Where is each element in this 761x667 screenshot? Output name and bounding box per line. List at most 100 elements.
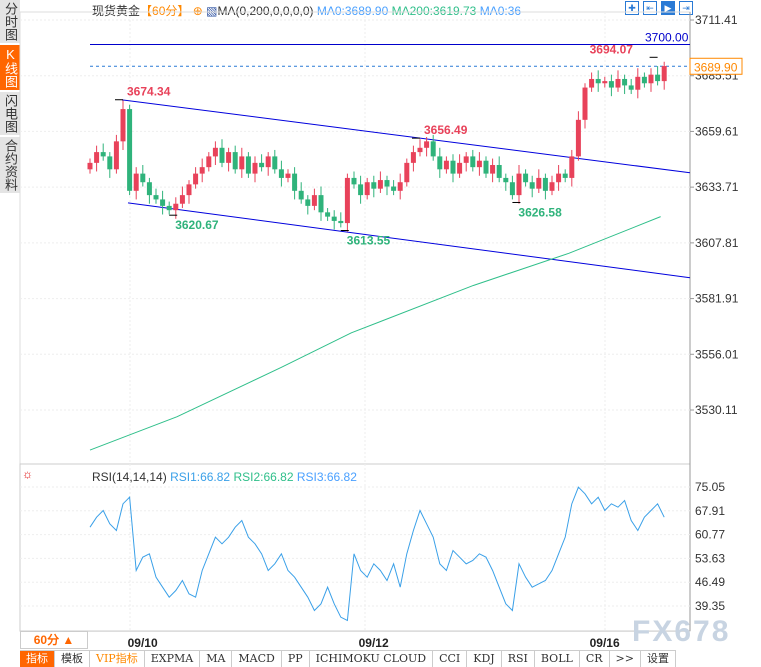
candle-body <box>404 162 410 183</box>
price-annotation: 3656.49 <box>424 123 468 137</box>
toolbar-item[interactable]: CCI <box>433 651 468 667</box>
candle-body <box>470 156 476 168</box>
toolbar-item[interactable]: RSI <box>501 651 535 667</box>
rsi-tick-label: 75.05 <box>695 480 725 494</box>
candle-body <box>384 180 390 187</box>
date-axis <box>20 631 690 649</box>
side-tabs: 分时图 K线图 闪电图 合约资料 <box>0 0 20 195</box>
candle-body <box>107 156 113 170</box>
ma0-value: MA0:3689.90 <box>316 4 389 18</box>
candle-body <box>87 162 93 170</box>
scroll-end-icon[interactable]: ⇥ <box>679 1 693 15</box>
rsi-tick-label: 60.77 <box>695 528 725 542</box>
watermark-logo: FX678 <box>632 615 731 648</box>
candle-body <box>219 147 225 163</box>
toolbar-item[interactable]: >> <box>609 651 641 667</box>
candle-body <box>278 169 284 178</box>
candle-body <box>292 173 298 191</box>
candle-body <box>305 199 311 206</box>
rsi-label: RSI(14,14,14) <box>92 470 167 484</box>
toolbar-item[interactable]: 设置 <box>640 651 676 667</box>
candle-body <box>377 180 383 189</box>
candle-body <box>94 152 100 163</box>
price-annotation: 3626.58 <box>518 205 562 219</box>
price-chart[interactable]: 3711.413685.513659.613633.713607.813581.… <box>0 0 761 650</box>
rsi2-value: RSI2:66.82 <box>233 470 294 484</box>
candle-body <box>285 173 291 178</box>
tab-contract-info[interactable]: 合约资料 <box>0 137 20 193</box>
toolbar-item[interactable]: ICHIMOKU CLOUD <box>309 651 434 667</box>
candle-body <box>358 184 364 196</box>
rsi-tick-label: 39.35 <box>695 599 725 613</box>
tab-kline[interactable]: K线图 <box>0 45 20 90</box>
candle-body <box>265 156 271 168</box>
last-price-box <box>689 57 743 75</box>
candle-body <box>529 182 535 189</box>
date-label: 09/10 <box>127 636 158 650</box>
crosshair-icon[interactable]: ✚ <box>625 1 639 15</box>
toolbar-item[interactable]: MA <box>200 651 233 667</box>
period-button[interactable]: 60分 ▲ <box>20 631 88 649</box>
toolbar-item[interactable]: VIP指标 <box>90 651 145 667</box>
candle-body <box>245 156 251 174</box>
price-annotation: 3613.55 <box>347 234 391 248</box>
rsi-line <box>89 486 665 622</box>
candle-body <box>608 81 614 88</box>
candle-body <box>325 212 331 217</box>
candle-body <box>173 203 179 211</box>
rsi-tick-label: 53.63 <box>695 551 725 565</box>
toolbar-item[interactable]: PP <box>281 651 310 667</box>
candle-body <box>457 162 463 174</box>
candle-body <box>569 156 575 178</box>
tab-timeshare[interactable]: 分时图 <box>0 0 20 43</box>
toolbar-item[interactable]: 模板 <box>55 651 90 667</box>
rsi-tick-label: 67.91 <box>695 504 725 518</box>
toolbar-item[interactable]: CR <box>579 651 610 667</box>
toolbar-item[interactable]: 指标 <box>20 651 55 667</box>
candle-body <box>206 156 212 168</box>
candle-body <box>595 78 601 84</box>
rsi-header: RSI(14,14,14) RSI1:66.82 RSI2:66.82 RSI3… <box>92 470 357 484</box>
candle-body <box>463 156 469 163</box>
period-label[interactable]: 【60分】 <box>140 4 190 18</box>
candle-body <box>252 162 258 174</box>
candle-body <box>575 119 581 157</box>
rsi1-value: RSI1:66.82 <box>170 470 231 484</box>
rsi3-value: RSI3:66.82 <box>296 470 357 484</box>
candle-body <box>602 81 608 84</box>
ma-label: MA(0,200,0,0,0,0) <box>217 4 314 18</box>
candle-body <box>509 182 515 196</box>
channel-upper-line <box>121 99 691 174</box>
toolbar-item[interactable]: KDJ <box>467 651 502 667</box>
toolbar-item[interactable]: EXPMA <box>144 651 201 667</box>
candle-body <box>635 76 641 90</box>
toolbar-item[interactable]: BOLL <box>534 651 580 667</box>
candle-body <box>153 195 159 200</box>
candle-body <box>556 173 562 183</box>
candle-body <box>298 190 304 200</box>
candle-body <box>239 156 245 170</box>
hline-label: 3700.00 <box>645 31 689 45</box>
price-annotation: 3694.07 <box>590 42 634 56</box>
candle-body <box>232 152 238 170</box>
candle-body <box>344 177 350 224</box>
candle-body <box>364 182 370 196</box>
toolbar-item[interactable]: MACD <box>232 651 282 667</box>
price-tick-label: 3607.81 <box>695 236 739 250</box>
candle-body <box>496 165 502 178</box>
add-icon[interactable]: ⊕ <box>192 4 203 18</box>
price-tick-label: 3633.71 <box>695 180 739 194</box>
channel-lower-line <box>127 202 691 279</box>
candle-body <box>113 141 119 170</box>
candle-body <box>140 173 146 183</box>
indicator-icon[interactable]: ▧ <box>206 4 218 18</box>
candle-body <box>397 182 403 191</box>
candle-body <box>562 173 568 178</box>
candle-body <box>450 160 456 174</box>
candle-body <box>622 78 628 86</box>
indicator-toolbar: 指标 模板 VIP指标 EXPMA MA MACD PP ICHIMOKU CLOUD CCI K… <box>20 650 676 667</box>
fit-icon[interactable]: ⇤ <box>643 1 657 15</box>
tab-flash[interactable]: 闪电图 <box>0 92 20 135</box>
candle-body <box>100 152 106 157</box>
candle-body <box>503 177 509 183</box>
